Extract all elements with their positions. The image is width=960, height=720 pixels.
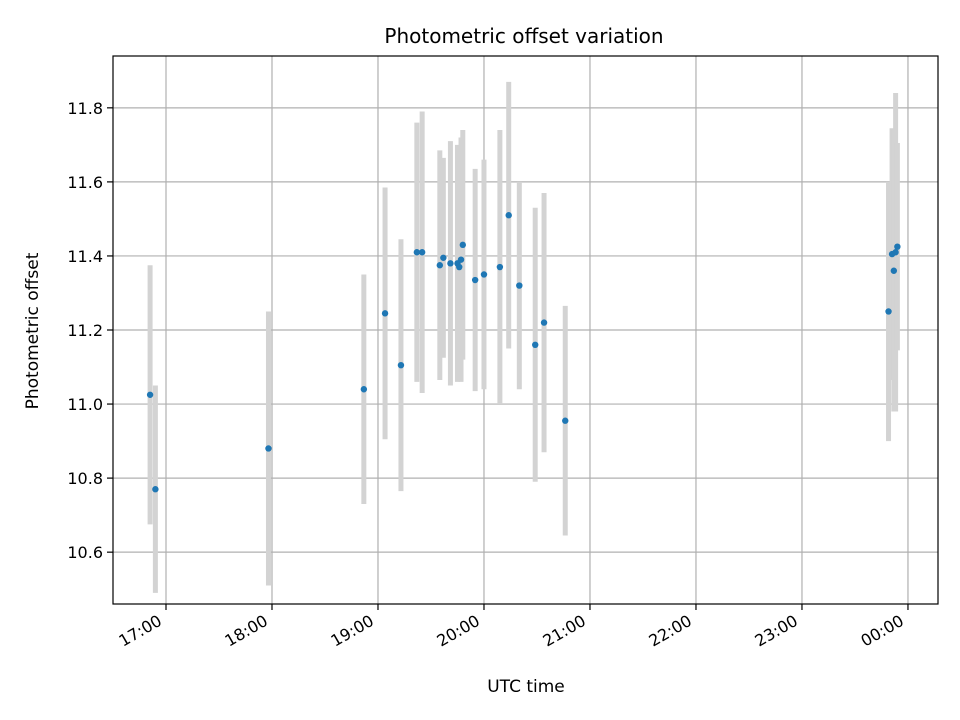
data-point (440, 254, 447, 261)
y-tick-label: 11.8 (67, 99, 103, 118)
y-tick-label: 10.8 (67, 469, 103, 488)
x-tick-label: 17:00 (116, 611, 165, 651)
data-point (894, 243, 901, 250)
y-axis-label: Photometric offset (23, 252, 43, 409)
data-point (496, 263, 504, 271)
x-tick-label: 22:00 (646, 611, 695, 651)
data-point (265, 445, 272, 452)
data-point (516, 282, 523, 289)
data-point (456, 263, 463, 271)
x-tick-label: 19:00 (328, 611, 377, 651)
data-point (532, 341, 539, 349)
data-point (892, 249, 899, 256)
data-point (562, 417, 569, 424)
x-tick-label: 23:00 (752, 611, 801, 651)
data-point (436, 262, 444, 269)
grid (113, 56, 938, 604)
y-tick-label: 11.4 (67, 247, 103, 266)
data-points (146, 212, 901, 493)
data-point (152, 486, 159, 493)
y-tick-label: 11.0 (67, 395, 103, 414)
data-point (381, 310, 389, 317)
data-point (890, 267, 898, 274)
data-point (480, 271, 488, 278)
data-point (885, 308, 892, 315)
x-tick-label: 20:00 (434, 611, 483, 651)
data-point (146, 391, 154, 398)
data-point (447, 260, 454, 267)
data-point (505, 212, 512, 219)
data-point (360, 386, 368, 393)
y-tick-label: 11.6 (67, 173, 103, 192)
y-tick-label: 11.2 (67, 321, 103, 340)
x-tick-label: 18:00 (222, 611, 271, 651)
chart-title: Photometric offset variation (384, 24, 663, 48)
y-tick-label: 10.6 (67, 543, 103, 562)
x-axis-label: UTC time (487, 677, 565, 697)
data-point (459, 241, 466, 249)
x-tick-label: 00:00 (858, 611, 907, 651)
data-point (413, 249, 421, 256)
data-point (418, 249, 426, 256)
error-bars (147, 81, 900, 593)
data-point (540, 319, 548, 326)
data-point (457, 256, 465, 263)
data-point (397, 361, 405, 369)
data-point (471, 276, 479, 284)
x-tick-label: 21:00 (540, 611, 589, 651)
